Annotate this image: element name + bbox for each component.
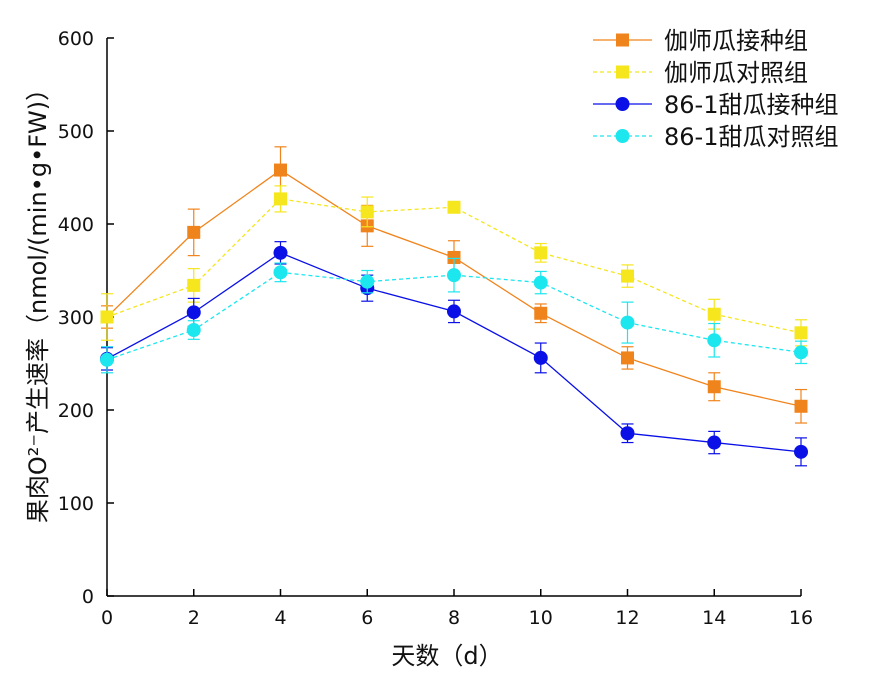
data-point: [621, 269, 634, 283]
series-line: [106, 198, 802, 334]
data-point: [186, 305, 201, 320]
data-point: [794, 345, 808, 360]
legend-label: 伽师瓜对照组: [664, 59, 808, 87]
x-tick-label: 4: [274, 607, 286, 629]
series-line: [106, 271, 802, 361]
data-point: [447, 268, 461, 283]
data-point: [187, 278, 201, 292]
y-tick-label: 0: [82, 586, 94, 608]
data-point: [534, 306, 548, 320]
x-ticks: 0 2 4 6 8 10 12 14 16: [101, 589, 813, 629]
x-tick-label: 2: [188, 607, 200, 629]
data-point: [274, 163, 287, 177]
x-tick-label: 6: [361, 607, 373, 629]
data-point: [620, 315, 635, 330]
y-tick-label: 500: [58, 121, 94, 143]
legend-marker: [615, 129, 630, 143]
y-tick-label: 100: [58, 493, 94, 515]
data-point: [620, 426, 635, 441]
y-axis-title: 果肉O²⁻产生速率（nmol/(min•g•FW)）: [24, 77, 52, 523]
y-ticks: 0 100 200 300 400 500 600: [58, 28, 114, 608]
data-point: [186, 323, 201, 338]
data-point: [447, 250, 461, 264]
data-point: [360, 274, 375, 289]
data-point: [447, 200, 461, 214]
data-point: [360, 205, 374, 219]
x-tick-label: 14: [702, 607, 726, 629]
data-point: [794, 399, 808, 413]
y-tick-label: 200: [58, 400, 94, 422]
x-axis-title: 天数（d）: [391, 642, 502, 670]
x-tick-label: 0: [101, 607, 113, 629]
y-tick-label: 400: [58, 214, 94, 236]
series-group: [100, 185, 808, 347]
series-group: [100, 257, 808, 374]
x-tick-label: 16: [789, 607, 813, 629]
data-point: [707, 380, 721, 394]
data-point: [533, 275, 548, 290]
data-point: [187, 225, 201, 239]
data-point: [621, 351, 634, 365]
data-point: [707, 435, 722, 450]
data-point: [533, 350, 548, 365]
data-point: [100, 352, 114, 367]
legend-label: 伽师瓜接种组: [664, 27, 808, 55]
data-point: [534, 246, 548, 260]
y-tick-label: 300: [58, 307, 94, 329]
y-tick-label: 600: [58, 28, 94, 50]
x-tick-label: 8: [448, 607, 460, 629]
data-point: [100, 310, 114, 324]
x-tick-label: 10: [529, 607, 553, 629]
data-point: [794, 444, 808, 459]
data-point: [447, 304, 461, 319]
data-point: [273, 245, 288, 260]
series-layer: [100, 146, 808, 467]
data-point: [707, 333, 722, 348]
data-point: [794, 326, 808, 340]
data-point: [707, 307, 721, 321]
legend-label: 86-1甜瓜接种组: [664, 91, 838, 119]
data-point: [274, 192, 287, 206]
data-point: [273, 265, 288, 280]
legend-label: 86-1甜瓜对照组: [664, 123, 838, 151]
legend-marker: [616, 33, 629, 47]
x-tick-label: 12: [615, 607, 639, 629]
legend-marker: [615, 97, 630, 111]
legend-marker: [616, 65, 629, 79]
